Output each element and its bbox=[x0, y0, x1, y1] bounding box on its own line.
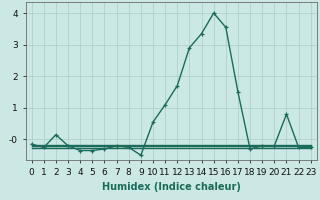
X-axis label: Humidex (Indice chaleur): Humidex (Indice chaleur) bbox=[102, 182, 241, 192]
